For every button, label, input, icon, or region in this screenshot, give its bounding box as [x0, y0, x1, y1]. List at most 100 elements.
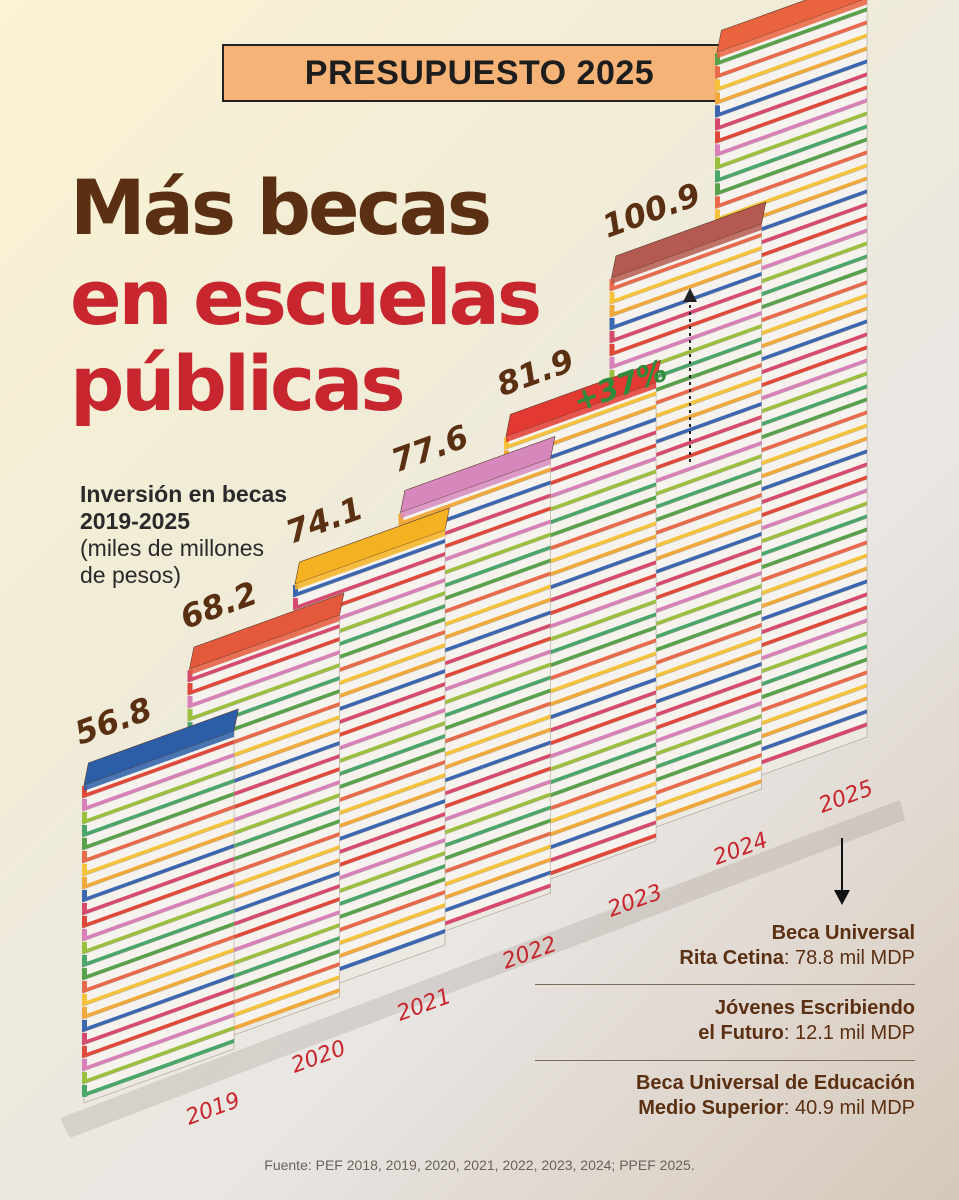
book-spine [609, 369, 615, 382]
legend-title-line-1: Inversión en becas [80, 481, 288, 507]
book-cover-edge [717, 124, 867, 183]
book-cover-edge [84, 856, 234, 915]
legend-unit-line-1: (miles de millones [80, 535, 265, 561]
book-cover-edge [717, 111, 867, 170]
bar-top-cover-edge [295, 530, 445, 591]
book-spine [293, 585, 298, 598]
book-cover-edge [84, 817, 234, 876]
book-cover-edge [84, 895, 234, 954]
book-spine [82, 889, 87, 902]
book-spine [609, 304, 615, 317]
bar-top-cover-edge [189, 615, 340, 676]
book-spine [609, 278, 615, 291]
book-spine [82, 1058, 87, 1071]
book-cover-edge [717, 33, 867, 92]
book-cover-edge [84, 947, 234, 1006]
book-spine [398, 513, 404, 526]
book-cover-edge [84, 1038, 234, 1097]
book-cover-edge [84, 752, 234, 811]
breakdown-name-2a: Jóvenes Escribiendo [714, 997, 915, 1019]
breakdown-item-rita-cetina: Beca Universal Rita Cetina: 78.8 mil MDP [555, 921, 915, 971]
breakdown-value-2: : 12.1 mil MDP [783, 1022, 915, 1044]
book-cover-edge [717, 137, 867, 196]
growth-arrow-head [683, 288, 697, 302]
book-cover-edge [84, 999, 234, 1058]
book-spine [609, 291, 615, 304]
book-spine [609, 343, 615, 356]
breakdown-item-jovenes: Jóvenes Escribiendo el Futuro: 12.1 mil … [555, 996, 915, 1046]
book-spine [504, 437, 509, 450]
book-spine [715, 144, 720, 157]
headline-line-1: Más becas [70, 163, 492, 252]
book-cover-edge [295, 552, 445, 611]
book-spine [82, 1032, 87, 1045]
book-spine [82, 863, 87, 876]
book-spine [715, 92, 720, 105]
book-spine [715, 170, 720, 183]
book-spine [82, 876, 87, 889]
budget-badge: PRESUPUESTO 2025 [222, 44, 737, 102]
book-cover-edge [84, 882, 234, 941]
book-spine [82, 1019, 87, 1032]
book-cover-edge [84, 1012, 234, 1071]
breakdown-divider [535, 1060, 915, 1061]
book-spine [82, 798, 87, 811]
book-cover-edge [295, 539, 445, 598]
book-cover-edge [84, 1025, 234, 1084]
book-spine [187, 709, 193, 722]
headline-line-2: en escuelas [70, 253, 542, 342]
bar-top-cover-edge [400, 458, 551, 519]
book-spine [715, 196, 720, 209]
book-cover-edge [611, 310, 762, 369]
chart-legend-title: Inversión en becas 2019-2025 (miles de m… [80, 481, 340, 589]
headline-line-3: públicas [70, 339, 406, 428]
bar-top-cover-edge [717, 0, 867, 59]
book-spine [715, 53, 720, 66]
book-cover-edge [84, 960, 234, 1019]
book-spine [609, 317, 615, 330]
book-spine [293, 598, 298, 611]
book-cover-edge [611, 284, 762, 343]
book-cover-edge [611, 232, 762, 291]
bar-top-cover-edge [84, 730, 234, 791]
book-cover-edge [189, 637, 340, 696]
breakdown-value-1: : 78.8 mil MDP [783, 947, 915, 969]
book-spine [82, 850, 87, 863]
book-spine [82, 824, 87, 837]
book-spine [715, 105, 720, 118]
book-cover-edge [84, 791, 234, 850]
bar-top-cover-edge [611, 223, 762, 284]
book-spine [82, 811, 87, 824]
book-cover-edge [189, 650, 340, 709]
book-spine [82, 1071, 87, 1084]
book-cover-edge [506, 391, 656, 450]
x-tick-label: 2019 [183, 1088, 244, 1131]
book-spine [715, 66, 720, 79]
book-spine [82, 902, 87, 915]
book-spine [187, 683, 193, 696]
breakdown-name-3b: Medio Superior [638, 1097, 784, 1119]
breakdown-name-1b: Rita Cetina [679, 947, 784, 969]
bar-top-cover-edge [506, 382, 656, 443]
book-cover-edge [84, 934, 234, 993]
book-spine [82, 1045, 87, 1058]
book-cover-edge [717, 150, 867, 209]
book-cover-edge [84, 869, 234, 928]
book-cover-edge [717, 7, 867, 66]
breakdown-item-media-superior: Beca Universal de Educación Medio Superi… [555, 1071, 915, 1121]
book-spine [609, 330, 615, 343]
book-spine [609, 356, 615, 369]
book-cover-edge [84, 804, 234, 863]
book-cover-edge [611, 297, 762, 356]
book-spine [82, 1084, 87, 1097]
book-cover-edge [611, 245, 762, 304]
x-tick-label: 2025 [816, 776, 877, 819]
book-spine [82, 967, 87, 980]
book-cover-edge [84, 921, 234, 980]
book-spine [187, 670, 193, 683]
breakdown-name-1a: Beca Universal [771, 922, 915, 944]
book-spine [715, 79, 720, 92]
book-cover-edge [717, 46, 867, 105]
book-cover-edge [611, 258, 762, 317]
